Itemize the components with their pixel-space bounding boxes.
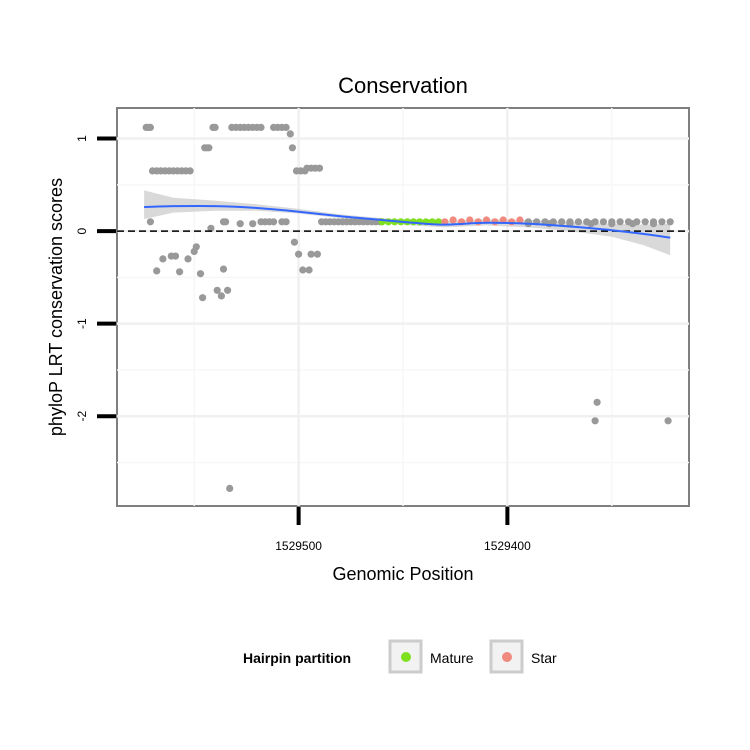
data-point-star (516, 216, 524, 224)
data-point-other-positions (658, 218, 666, 226)
data-point-other-positions (146, 218, 154, 226)
y-tick-label: 0 (75, 227, 89, 234)
data-point-other-positions (545, 220, 553, 228)
data-point-other-positions (593, 398, 601, 406)
data-point-star (466, 216, 474, 224)
data-point-other-positions (270, 218, 278, 226)
data-point-other-positions (295, 250, 303, 258)
data-point-other-positions (153, 267, 161, 275)
data-point-other-positions (186, 167, 194, 175)
data-point-other-positions (587, 220, 595, 228)
data-point-other-positions (574, 218, 583, 226)
data-point-other-positions (299, 266, 307, 274)
data-point-star (499, 216, 507, 224)
data-point-other-positions (599, 218, 608, 226)
legend-dot-mature (401, 652, 411, 662)
data-point-other-positions (236, 220, 244, 228)
y-tick-label: -1 (75, 318, 89, 329)
data-point-other-positions (196, 270, 205, 278)
data-point-other-positions (313, 250, 321, 258)
legend-label-mature: Mature (430, 650, 474, 666)
plot-panel (116, 107, 690, 507)
data-point-other-positions (192, 243, 200, 251)
y-tick-label: -2 (75, 411, 89, 422)
data-point-other-positions (649, 220, 658, 228)
data-point-other-positions (286, 130, 294, 138)
y-axis-title: phyloP LRT conservation scores (46, 178, 66, 436)
data-point-other-positions (213, 286, 221, 294)
data-point-other-positions (288, 144, 296, 152)
data-point-other-positions (629, 220, 637, 228)
data-point-other-positions (282, 218, 290, 226)
x-tick-label: 1529400 (484, 539, 531, 553)
data-point-other-positions (159, 255, 167, 263)
data-point-other-positions (207, 224, 215, 232)
data-point-other-positions (558, 218, 566, 226)
data-point-other-positions (219, 265, 228, 273)
data-point-star (508, 218, 516, 226)
legend: Hairpin partition Mature Star (243, 639, 557, 674)
data-point-other-positions (171, 252, 180, 260)
x-axis-title: Genomic Position (332, 564, 473, 584)
data-point-other-positions (205, 144, 213, 152)
data-point-other-positions (608, 220, 616, 228)
data-point-other-positions (211, 123, 219, 131)
smooth-trend-line (144, 204, 671, 239)
data-point-other-positions (184, 255, 192, 263)
data-point-other-positions (199, 294, 207, 302)
y-tick-label: 1 (75, 135, 89, 142)
data-point-other-positions (664, 417, 672, 425)
legend-title: Hairpin partition (243, 650, 351, 666)
data-point-other-positions (641, 218, 649, 226)
data-point-other-positions (257, 123, 265, 131)
chart-title: Conservation (338, 73, 468, 98)
data-point-other-positions (616, 218, 624, 226)
data-point-other-positions (666, 218, 674, 226)
data-point-other-positions (290, 238, 298, 246)
axis-ticks: 1 0 -1 -2 1529500 1529400 (75, 135, 531, 553)
data-point-star (449, 216, 457, 224)
data-point-other-positions (219, 218, 228, 226)
data-point-other-positions (226, 484, 234, 492)
data-point-other-positions (307, 250, 315, 258)
x-tick-label: 1529500 (275, 539, 322, 553)
data-point-other-positions (282, 123, 290, 131)
data-point-star (474, 218, 482, 226)
legend-label-star: Star (531, 650, 557, 666)
data-point-other-positions (176, 268, 184, 276)
legend-dot-star (502, 652, 512, 662)
data-point-other-positions (146, 123, 154, 131)
data-point-other-positions (224, 286, 232, 294)
data-point-other-positions (591, 417, 599, 425)
data-point-other-positions (249, 220, 257, 228)
gridlines (117, 108, 689, 506)
data-point-other-positions (315, 164, 324, 172)
data-point-other-positions (305, 266, 313, 274)
data-point-other-positions (217, 292, 225, 300)
